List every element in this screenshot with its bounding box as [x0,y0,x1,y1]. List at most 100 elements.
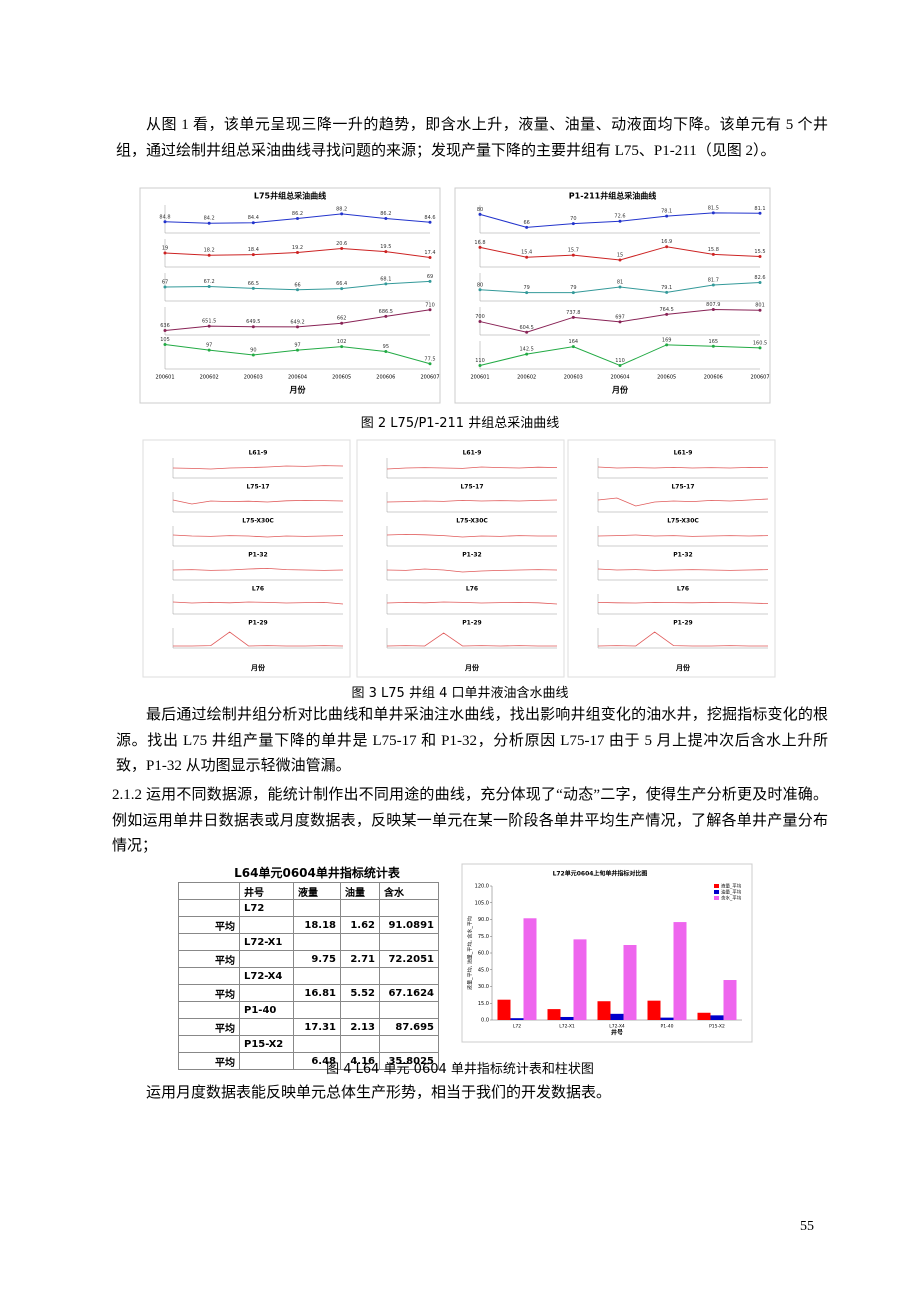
y-tick-label: 45.0 [478,967,489,973]
series-line [597,534,769,537]
y-tick-label: 75.0 [478,934,489,940]
value-label: 19 [162,246,168,252]
mini-title: P1-29 [462,620,481,627]
point [207,324,211,328]
table-row: 平均 9.75 2.71 72.2051 [178,950,439,968]
paragraph: 最后通过绘制井组分析对比曲线和单井采油注水曲线，找出影响井组变化的油水井，挖掘指… [116,707,828,774]
table-cell: 6.48 [293,1052,341,1070]
point [571,222,575,226]
series-line [172,499,344,505]
point [296,348,299,352]
x-tick-label: 200604 [610,375,629,381]
series-line [386,601,558,605]
value-label: 649.2 [290,319,304,325]
point [478,212,482,216]
page-number: 55 [800,1219,814,1234]
value-label: 15.8 [708,247,719,253]
value-label: 97 [294,343,300,349]
series-line [172,465,344,470]
bar [523,918,537,1020]
series-line [386,533,557,538]
point [207,284,211,288]
point [571,253,575,257]
point [525,225,529,229]
point [296,325,299,329]
chart-frame [567,439,776,678]
bar [623,945,637,1020]
value-label: 18.4 [248,247,259,253]
point [384,350,388,353]
table-cell: 67.1624 [379,984,439,1002]
value-label: 81 [617,280,623,286]
series-line [386,499,558,503]
mini-title: L76 [677,586,689,593]
series-line [386,568,558,573]
x-tick-label: 200607 [750,375,769,381]
x-axis-label: 月份 [611,385,629,395]
x-tick-label: 200606 [704,375,723,381]
series-line [597,601,769,604]
value-label: 700 [475,314,485,320]
point [758,308,762,312]
chart-frame [356,439,565,678]
bar [573,939,587,1020]
y-tick-label: 0.0 [481,1018,489,1024]
value-label: 81.7 [708,278,719,284]
point [665,312,669,316]
value-label: 110 [475,358,485,364]
x-tick-label: L72-X4 [609,1024,625,1030]
table-row: L72-X4 [178,967,439,985]
value-label: 165 [709,339,719,345]
point [571,291,575,295]
bar [497,999,511,1020]
point [163,251,167,255]
point [711,344,715,348]
value-label: 84.2 [204,216,215,222]
point [163,329,167,333]
point [711,307,715,311]
value-label: 77.5 [424,356,435,362]
point [618,364,622,367]
value-label: 20.6 [336,241,347,247]
bar [647,1000,661,1020]
point [251,221,255,225]
table-row: P1-40 [178,1001,439,1019]
point [525,291,529,295]
value-label: 142.5 [520,347,534,353]
mini-title: L61-9 [249,450,268,457]
x-tick-label: P15-X2 [709,1024,725,1030]
bar [697,1012,711,1020]
value-label: 19.2 [292,245,303,251]
y-tick-label: 120.0 [475,884,489,890]
mini-title: L75-X30C [667,518,699,525]
point [618,320,622,324]
mini-title: L75-X30C [242,518,274,525]
y-tick-label: 105.0 [475,900,489,906]
x-tick-label: P1-40 [661,1024,674,1030]
series-line [597,497,769,507]
mini-title: L75-X30C [456,518,488,525]
x-tick-label: 200602 [517,375,536,381]
point [340,287,344,291]
x-tick-label: 200601 [155,375,174,381]
x-tick-label: 200605 [332,375,351,381]
value-label: 662 [337,316,347,322]
value-label: 78.1 [661,209,672,215]
point [711,252,715,256]
value-label: 67.2 [204,279,215,285]
mini-title: P1-32 [462,552,481,559]
legend-swatch [714,884,719,888]
bar [723,980,737,1020]
bar [660,1017,674,1020]
point [525,352,529,356]
value-label: 15.5 [754,249,765,255]
value-label: 66 [523,220,529,226]
point [251,325,255,329]
legend-label: 油量_平均 [721,889,742,896]
point [665,245,669,249]
x-axis-label: 月份 [464,663,480,672]
point [163,220,167,224]
chart-title: P1-211井组总采油曲线 [569,191,656,201]
point [207,221,211,225]
